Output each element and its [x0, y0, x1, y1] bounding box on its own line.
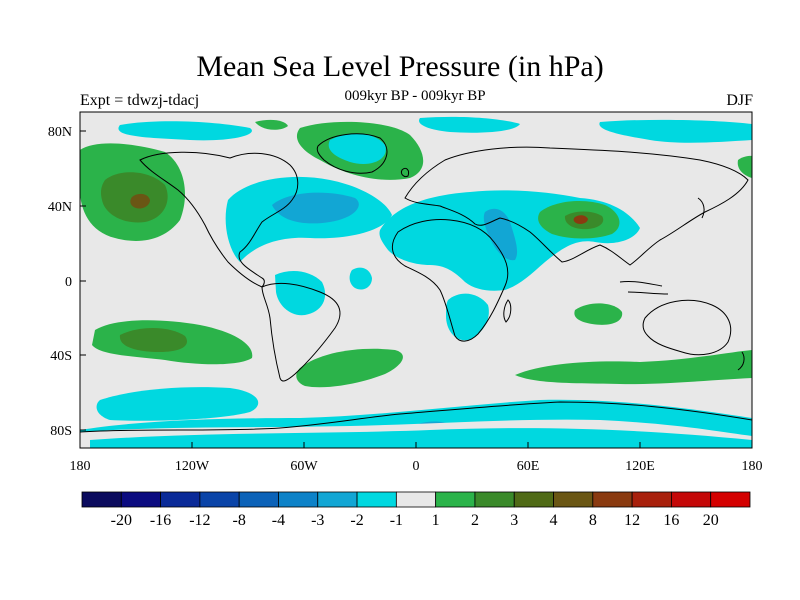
- anomaly-tibet-core: [573, 215, 588, 224]
- colorbar-swatch: [592, 491, 633, 508]
- colorbar-label: 12: [624, 512, 640, 529]
- colorbar-label: -12: [189, 512, 210, 529]
- colorbar-swatch: [199, 491, 240, 508]
- anomaly-south-atlantic-positive: [296, 348, 403, 388]
- anomaly-east-asia-positive-north: [737, 155, 752, 178]
- map-title: Mean Sea Level Pressure (in hPa): [196, 50, 604, 83]
- latitude-axis: 80N 40N 0 40S 80S: [48, 125, 86, 439]
- colorbar-swatch: [631, 491, 672, 508]
- colorbar-swatch: [395, 491, 437, 508]
- lon-tick-label: 60W: [290, 459, 318, 474]
- anomaly-arctic-negative: [118, 121, 252, 141]
- lon-tick-label: 0: [413, 459, 420, 474]
- anomaly-west-africa-negative: [349, 267, 372, 290]
- coastline-eurasia: [404, 146, 749, 266]
- anomaly-south-atlantic-negative: [275, 270, 326, 316]
- colorbar-label: -8: [233, 512, 246, 529]
- longitude-axis: 180 120W 60W 0 60E 120E 180: [70, 442, 763, 474]
- colorbar-swatch: [710, 491, 751, 508]
- colorbar-label: -4: [272, 512, 285, 529]
- anomaly-arctic-positive-small: [255, 119, 288, 130]
- lat-tick-label: 0: [65, 275, 72, 290]
- coastline-indonesia: [619, 281, 669, 295]
- lon-tick-label: 120E: [625, 459, 655, 474]
- colorbar-swatch: [160, 491, 201, 508]
- colorbar-label: -1: [390, 512, 403, 529]
- colorbar-swatch: [238, 491, 279, 508]
- colorbar-label: -3: [311, 512, 324, 529]
- coastlines: [80, 133, 752, 433]
- lat-tick-label: 40N: [48, 200, 72, 215]
- coastline-madagascar: [503, 299, 512, 323]
- colorbar-swatch: [120, 491, 161, 508]
- coastline-uk: [401, 167, 409, 177]
- colorbar-label: 16: [663, 512, 679, 529]
- anomaly-north-pacific-core: [130, 193, 150, 209]
- colorbar-swatch: [513, 491, 554, 508]
- colorbar-swatch: [81, 491, 122, 508]
- coastline-new-zealand: [737, 351, 745, 371]
- anomaly-southern-ocean-negative-west: [96, 387, 259, 421]
- lat-tick-label: 40S: [50, 349, 72, 364]
- anomaly-indian-ocean-positive: [574, 303, 623, 325]
- colorbar-swatch: [671, 491, 712, 508]
- coastline-greenland: [316, 133, 388, 174]
- season-label: DJF: [726, 92, 753, 109]
- colorbar-label: -20: [111, 512, 132, 529]
- colorbar: -20 -16 -12 -8 -4 -3 -2 -1 1 2 3 4 8 12 16 20: [81, 491, 751, 529]
- anomaly-antarctic-negative-strip: [90, 428, 752, 448]
- colorbar-swatch: [474, 491, 515, 508]
- lat-tick-label: 80S: [50, 424, 72, 439]
- anomaly-greenland-inner: [328, 133, 386, 165]
- lon-tick-label: 180: [742, 459, 763, 474]
- colorbar-label: 1: [432, 512, 440, 529]
- pressure-anomaly-field: [80, 116, 752, 448]
- experiment-label: Expt = tdwzj-tdacj: [80, 92, 200, 109]
- anomaly-arctic-negative-east: [599, 119, 752, 143]
- lon-tick-label: 60E: [517, 459, 540, 474]
- colorbar-swatch: [278, 491, 319, 508]
- coastline-africa: [391, 219, 509, 342]
- coastline-australia: [642, 299, 732, 356]
- anomaly-north-atlantic-mid: [272, 192, 359, 224]
- colorbar-label: 4: [550, 512, 558, 529]
- coastline-japan: [697, 197, 705, 219]
- anomaly-south-pacific-mid: [119, 327, 188, 352]
- colorbar-label: 8: [589, 512, 597, 529]
- colorbar-swatch: [317, 491, 358, 508]
- anomaly-southern-indian-positive: [515, 350, 752, 385]
- colorbar-label: 2: [471, 512, 479, 529]
- coastline-north-america: [139, 151, 299, 288]
- colorbar-label: -16: [150, 512, 171, 529]
- lon-tick-label: 180: [70, 459, 91, 474]
- colorbar-label: 20: [703, 512, 719, 529]
- colorbar-label: 3: [510, 512, 518, 529]
- lon-tick-label: 120W: [175, 459, 210, 474]
- coastline-antarctica: [80, 401, 752, 433]
- coastline-south-america: [261, 282, 341, 382]
- colorbar-swatch: [435, 491, 476, 508]
- colorbar-swatch: [553, 491, 594, 508]
- colorbar-label: -2: [350, 512, 363, 529]
- map-subtitle: 009kyr BP - 009kyr BP: [344, 88, 486, 104]
- colorbar-swatch: [356, 491, 397, 508]
- lat-tick-label: 80N: [48, 125, 72, 140]
- anomaly-siberia-negative: [419, 116, 520, 133]
- anomaly-south-africa-negative: [446, 293, 489, 341]
